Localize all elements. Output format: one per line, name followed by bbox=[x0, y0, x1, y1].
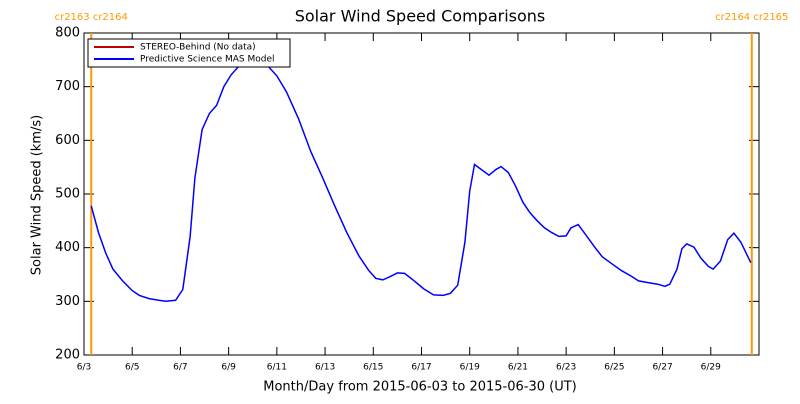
boundary-label: cr2163 cr2164 bbox=[55, 12, 128, 23]
x-tick-label: 6/19 bbox=[460, 363, 480, 373]
x-tick-label: 6/5 bbox=[125, 363, 139, 373]
x-tick-label: 6/21 bbox=[508, 363, 528, 373]
y-tick-label: 300 bbox=[55, 294, 80, 309]
y-axis-label: Solar Wind Speed (km/s) bbox=[30, 115, 45, 275]
y-tick-label: 200 bbox=[55, 348, 80, 363]
y-tick-label: 600 bbox=[55, 133, 80, 148]
x-tick-label: 6/3 bbox=[77, 363, 91, 373]
x-tick-label: 6/11 bbox=[267, 363, 287, 373]
y-tick-label: 700 bbox=[55, 79, 80, 94]
boundary-label: cr2164 cr2165 bbox=[715, 12, 788, 23]
x-tick-label: 6/29 bbox=[701, 363, 721, 373]
x-axis-label: Month/Day from 2015-06-03 to 2015-06-30 … bbox=[263, 380, 576, 395]
x-tick-label: 6/9 bbox=[221, 363, 236, 373]
y-tick-label: 400 bbox=[55, 240, 80, 255]
x-tick-label: 6/23 bbox=[556, 363, 576, 373]
x-tick-label: 6/17 bbox=[411, 363, 431, 373]
x-tick-label: 6/7 bbox=[173, 363, 187, 373]
y-tick-label: 500 bbox=[55, 187, 80, 202]
x-tick-label: 6/13 bbox=[315, 363, 335, 373]
x-tick-label: 6/27 bbox=[652, 363, 672, 373]
legend-box bbox=[87, 38, 291, 68]
x-tick-label: 6/15 bbox=[363, 363, 383, 373]
legend-label: Predictive Science MAS Model bbox=[140, 55, 275, 65]
chart-title: Solar Wind Speed Comparisons bbox=[295, 7, 546, 26]
legend-label: STEREO-Behind (No data) bbox=[140, 43, 256, 53]
y-tick-label: 800 bbox=[55, 26, 80, 41]
x-tick-label: 6/25 bbox=[604, 363, 624, 373]
series-line bbox=[90, 60, 752, 303]
